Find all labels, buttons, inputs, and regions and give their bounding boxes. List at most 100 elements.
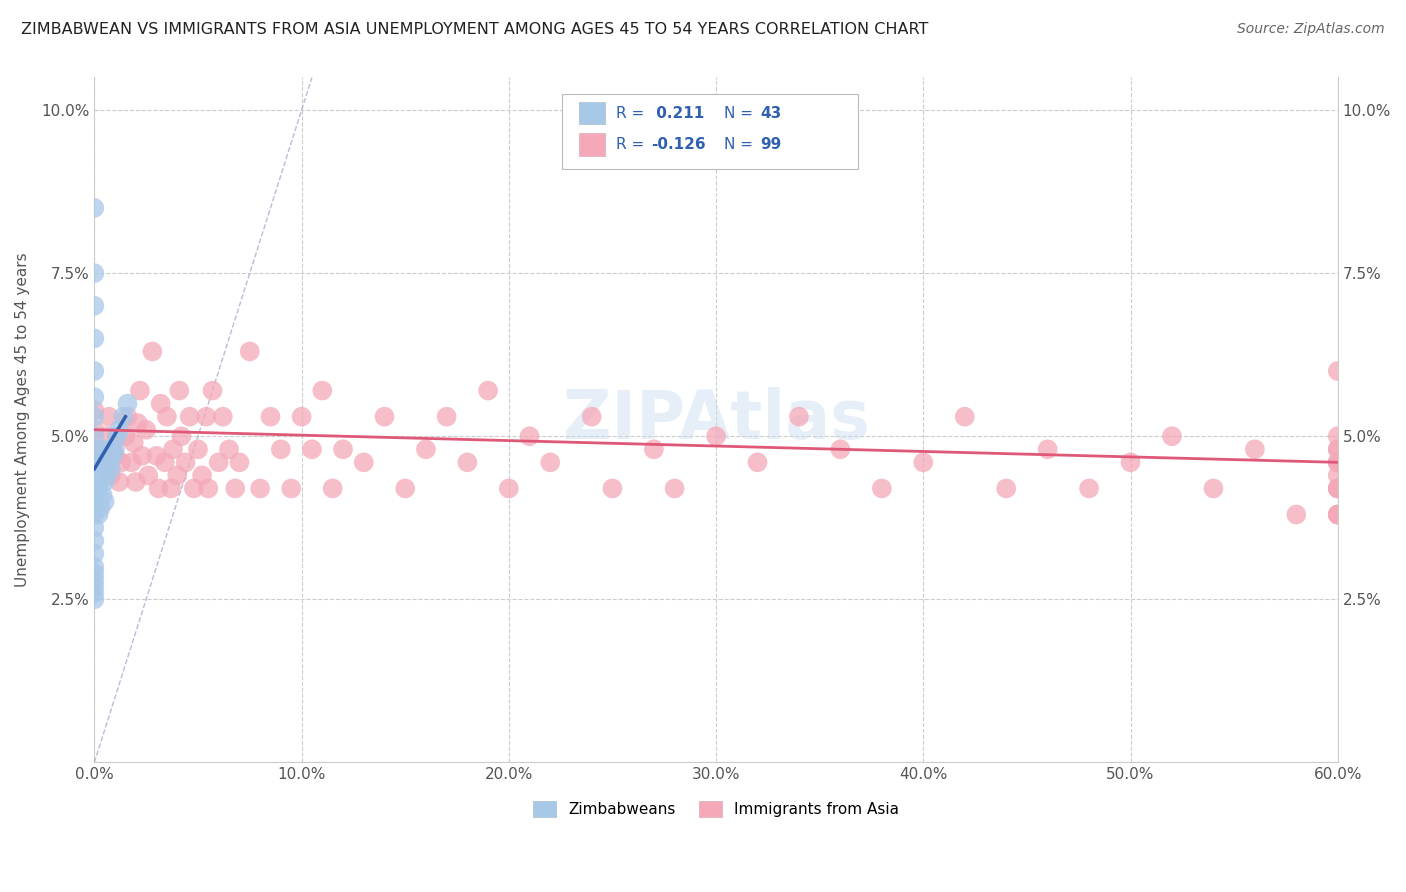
Point	[83, 592, 105, 607]
Point	[218, 442, 240, 457]
Point	[270, 442, 292, 457]
Point	[101, 449, 124, 463]
Point	[83, 559, 105, 574]
Point	[301, 442, 323, 457]
Point	[93, 494, 115, 508]
Point	[83, 566, 105, 581]
Point	[122, 435, 145, 450]
Point	[322, 482, 344, 496]
Point	[1326, 442, 1348, 457]
Text: R =: R =	[616, 137, 650, 152]
Legend: Zimbabweans, Immigrants from Asia: Zimbabweans, Immigrants from Asia	[527, 795, 905, 823]
Point	[83, 409, 105, 424]
Text: ZIPAtlas: ZIPAtlas	[562, 387, 869, 453]
Point	[1326, 508, 1348, 522]
Point	[91, 449, 114, 463]
Point	[93, 442, 115, 457]
Point	[149, 396, 172, 410]
Point	[664, 482, 686, 496]
Point	[353, 455, 375, 469]
Point	[129, 384, 152, 398]
Point	[141, 344, 163, 359]
Point	[602, 482, 624, 496]
Point	[787, 409, 810, 424]
Point	[87, 482, 110, 496]
Point	[83, 468, 105, 483]
Text: 0.211: 0.211	[651, 106, 704, 120]
Point	[117, 396, 139, 410]
Point	[1244, 442, 1267, 457]
Text: R =: R =	[616, 106, 650, 120]
Point	[208, 455, 231, 469]
Point	[332, 442, 354, 457]
Point	[83, 299, 105, 313]
Point	[747, 455, 769, 469]
Point	[90, 501, 112, 516]
Point	[197, 482, 219, 496]
Point	[93, 455, 115, 469]
Point	[100, 468, 122, 483]
Point	[90, 468, 112, 483]
Point	[83, 429, 105, 443]
Point	[166, 468, 188, 483]
Point	[83, 442, 105, 457]
Point	[538, 455, 561, 469]
Point	[83, 403, 105, 417]
Point	[91, 488, 114, 502]
Point	[83, 547, 105, 561]
Point	[187, 442, 209, 457]
Point	[174, 455, 197, 469]
Point	[127, 416, 149, 430]
Text: ZIMBABWEAN VS IMMIGRANTS FROM ASIA UNEMPLOYMENT AMONG AGES 45 TO 54 YEARS CORREL: ZIMBABWEAN VS IMMIGRANTS FROM ASIA UNEMP…	[21, 22, 928, 37]
Point	[83, 201, 105, 215]
Point	[100, 462, 122, 476]
Text: -0.126: -0.126	[651, 137, 706, 152]
Point	[83, 331, 105, 345]
Point	[104, 449, 127, 463]
Point	[83, 364, 105, 378]
Point	[912, 455, 935, 469]
Y-axis label: Unemployment Among Ages 45 to 54 years: Unemployment Among Ages 45 to 54 years	[15, 252, 30, 587]
Point	[108, 423, 131, 437]
Point	[170, 429, 193, 443]
Text: 99: 99	[761, 137, 782, 152]
Point	[259, 409, 281, 424]
Point	[87, 508, 110, 522]
Point	[96, 429, 118, 443]
Point	[581, 409, 603, 424]
Point	[1326, 429, 1348, 443]
Point	[1119, 455, 1142, 469]
Point	[148, 482, 170, 496]
Point	[117, 409, 139, 424]
Point	[201, 384, 224, 398]
Point	[83, 482, 105, 496]
Point	[105, 429, 128, 443]
Point	[211, 409, 233, 424]
Point	[311, 384, 333, 398]
Point	[87, 455, 110, 469]
Point	[83, 573, 105, 587]
Point	[249, 482, 271, 496]
Point	[83, 508, 105, 522]
Text: 43: 43	[761, 106, 782, 120]
Point	[1326, 442, 1348, 457]
Point	[83, 494, 105, 508]
Point	[280, 482, 302, 496]
Point	[643, 442, 665, 457]
Point	[1326, 455, 1348, 469]
Point	[1161, 429, 1184, 443]
Point	[153, 455, 176, 469]
Point	[105, 429, 128, 443]
Point	[104, 442, 127, 457]
Point	[83, 455, 105, 469]
Point	[131, 449, 153, 463]
Point	[456, 455, 478, 469]
Point	[830, 442, 852, 457]
Point	[1202, 482, 1225, 496]
Point	[953, 409, 976, 424]
Point	[83, 390, 105, 404]
Point	[195, 409, 218, 424]
Point	[191, 468, 214, 483]
Point	[101, 442, 124, 457]
Point	[97, 455, 120, 469]
